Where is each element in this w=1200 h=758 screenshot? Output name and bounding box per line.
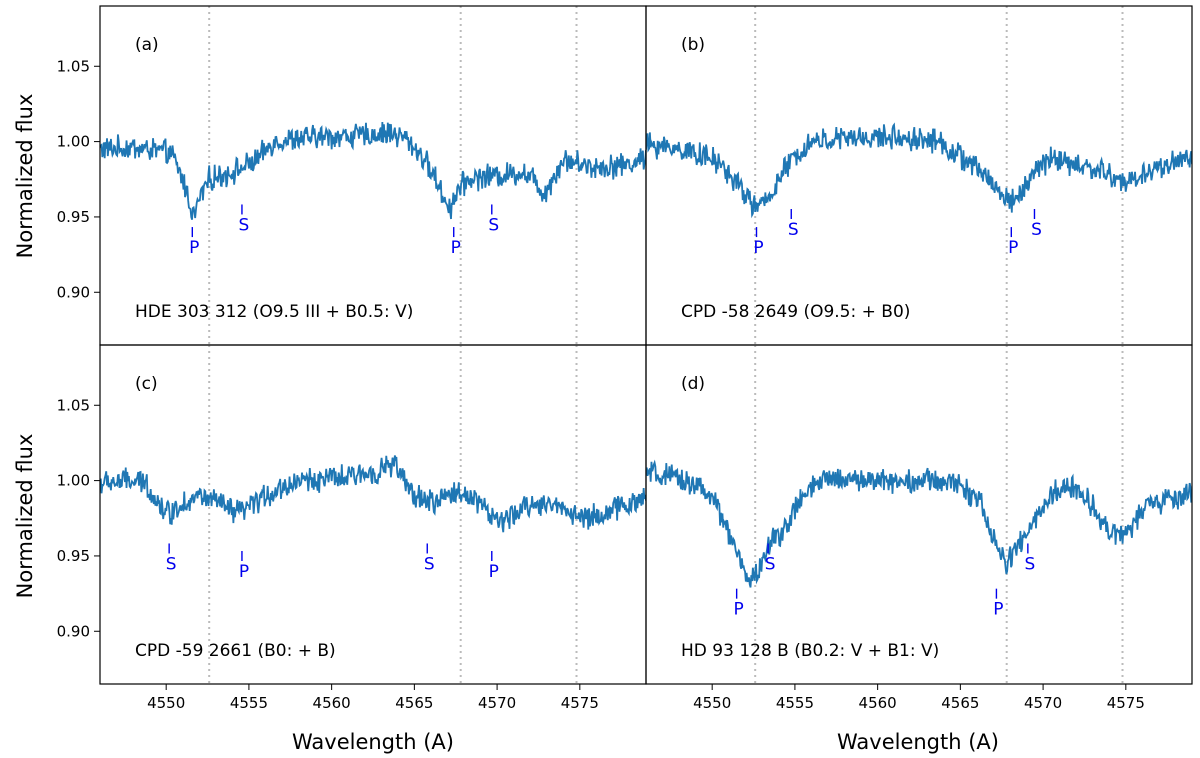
x-tick-label: 4550 [147, 694, 185, 712]
y-tick-label: 0.90 [57, 283, 90, 301]
x-tick-label: 4565 [941, 694, 979, 712]
panel-label: CPD -59 2661 (B0: + B) [135, 641, 336, 661]
panel-label: HDE 303 312 (O9.5 III + B0.5: V) [135, 302, 413, 322]
marker-p: P [489, 562, 499, 582]
marker-s: S [788, 220, 799, 240]
marker-p: P [1008, 238, 1018, 258]
x-tick-label: 4555 [230, 694, 268, 712]
panel-frame [645, 344, 1193, 685]
panel-tag: (c) [135, 374, 158, 394]
x-tick-label: 4560 [313, 694, 351, 712]
marker-p: P [993, 600, 1003, 620]
spectrum-line [646, 122, 1192, 219]
x-axis-label-right: Wavelength (A) [837, 730, 999, 754]
panel-d: P S P S (d) HD 93 128 B (B0.2: V + B1: V) 4550… [645, 344, 1193, 712]
x-tick-label: 4570 [1024, 694, 1062, 712]
spectrum-line [646, 459, 1192, 588]
marker-p: P [753, 238, 763, 258]
marker-p: P [239, 562, 249, 582]
x-tick-label: 4555 [776, 694, 814, 712]
x-tick-label: 4565 [395, 694, 433, 712]
marker-p: P [451, 238, 461, 258]
x-tick-label: 4570 [478, 694, 516, 712]
y-axis-label-top: Normalized flux [13, 94, 37, 259]
marker-s: S [166, 554, 177, 574]
marker-s: S [765, 554, 776, 574]
marker-s: S [239, 215, 250, 235]
x-tick-label: 4575 [1107, 694, 1145, 712]
y-axis-label-bottom: Normalized flux [13, 434, 37, 599]
panel-label: HD 93 128 B (B0.2: V + B1: V) [681, 641, 939, 661]
marker-s: S [488, 215, 499, 235]
spectrum-line [100, 121, 646, 220]
y-tick-label: 1.05 [57, 396, 90, 414]
panel-tag: (b) [681, 35, 705, 55]
marker-p: P [189, 238, 199, 258]
marker-p: P [734, 600, 744, 620]
y-tick-label: 0.95 [57, 547, 90, 565]
x-axis-label-left: Wavelength (A) [292, 730, 454, 754]
panel-c: S P S P (c) CPD -59 2661 (B0: + B) 0.90 0.95 1.0… [57, 344, 647, 712]
panel-frame [99, 344, 647, 685]
marker-s: S [1031, 220, 1042, 240]
y-tick-label: 1.05 [57, 57, 90, 75]
y-tick-label: 0.95 [57, 208, 90, 226]
y-tick-label: 0.90 [57, 622, 90, 640]
panel-tag: (d) [681, 374, 705, 394]
x-tick-label: 4575 [561, 694, 599, 712]
marker-s: S [1024, 554, 1035, 574]
y-tick-label: 1.00 [57, 133, 90, 151]
panel-tag: (a) [135, 35, 159, 55]
panel-a: P S P S (a) HDE 303 312 (O9.5 III + B0.5: V) 0… [57, 5, 647, 346]
marker-s: S [424, 554, 435, 574]
panel-label: CPD -58 2649 (O9.5: + B0) [681, 302, 910, 322]
x-tick-label: 4560 [859, 694, 897, 712]
x-tick-label: 4550 [693, 694, 731, 712]
y-tick-label: 1.00 [57, 472, 90, 490]
spectrum-line [100, 455, 646, 533]
